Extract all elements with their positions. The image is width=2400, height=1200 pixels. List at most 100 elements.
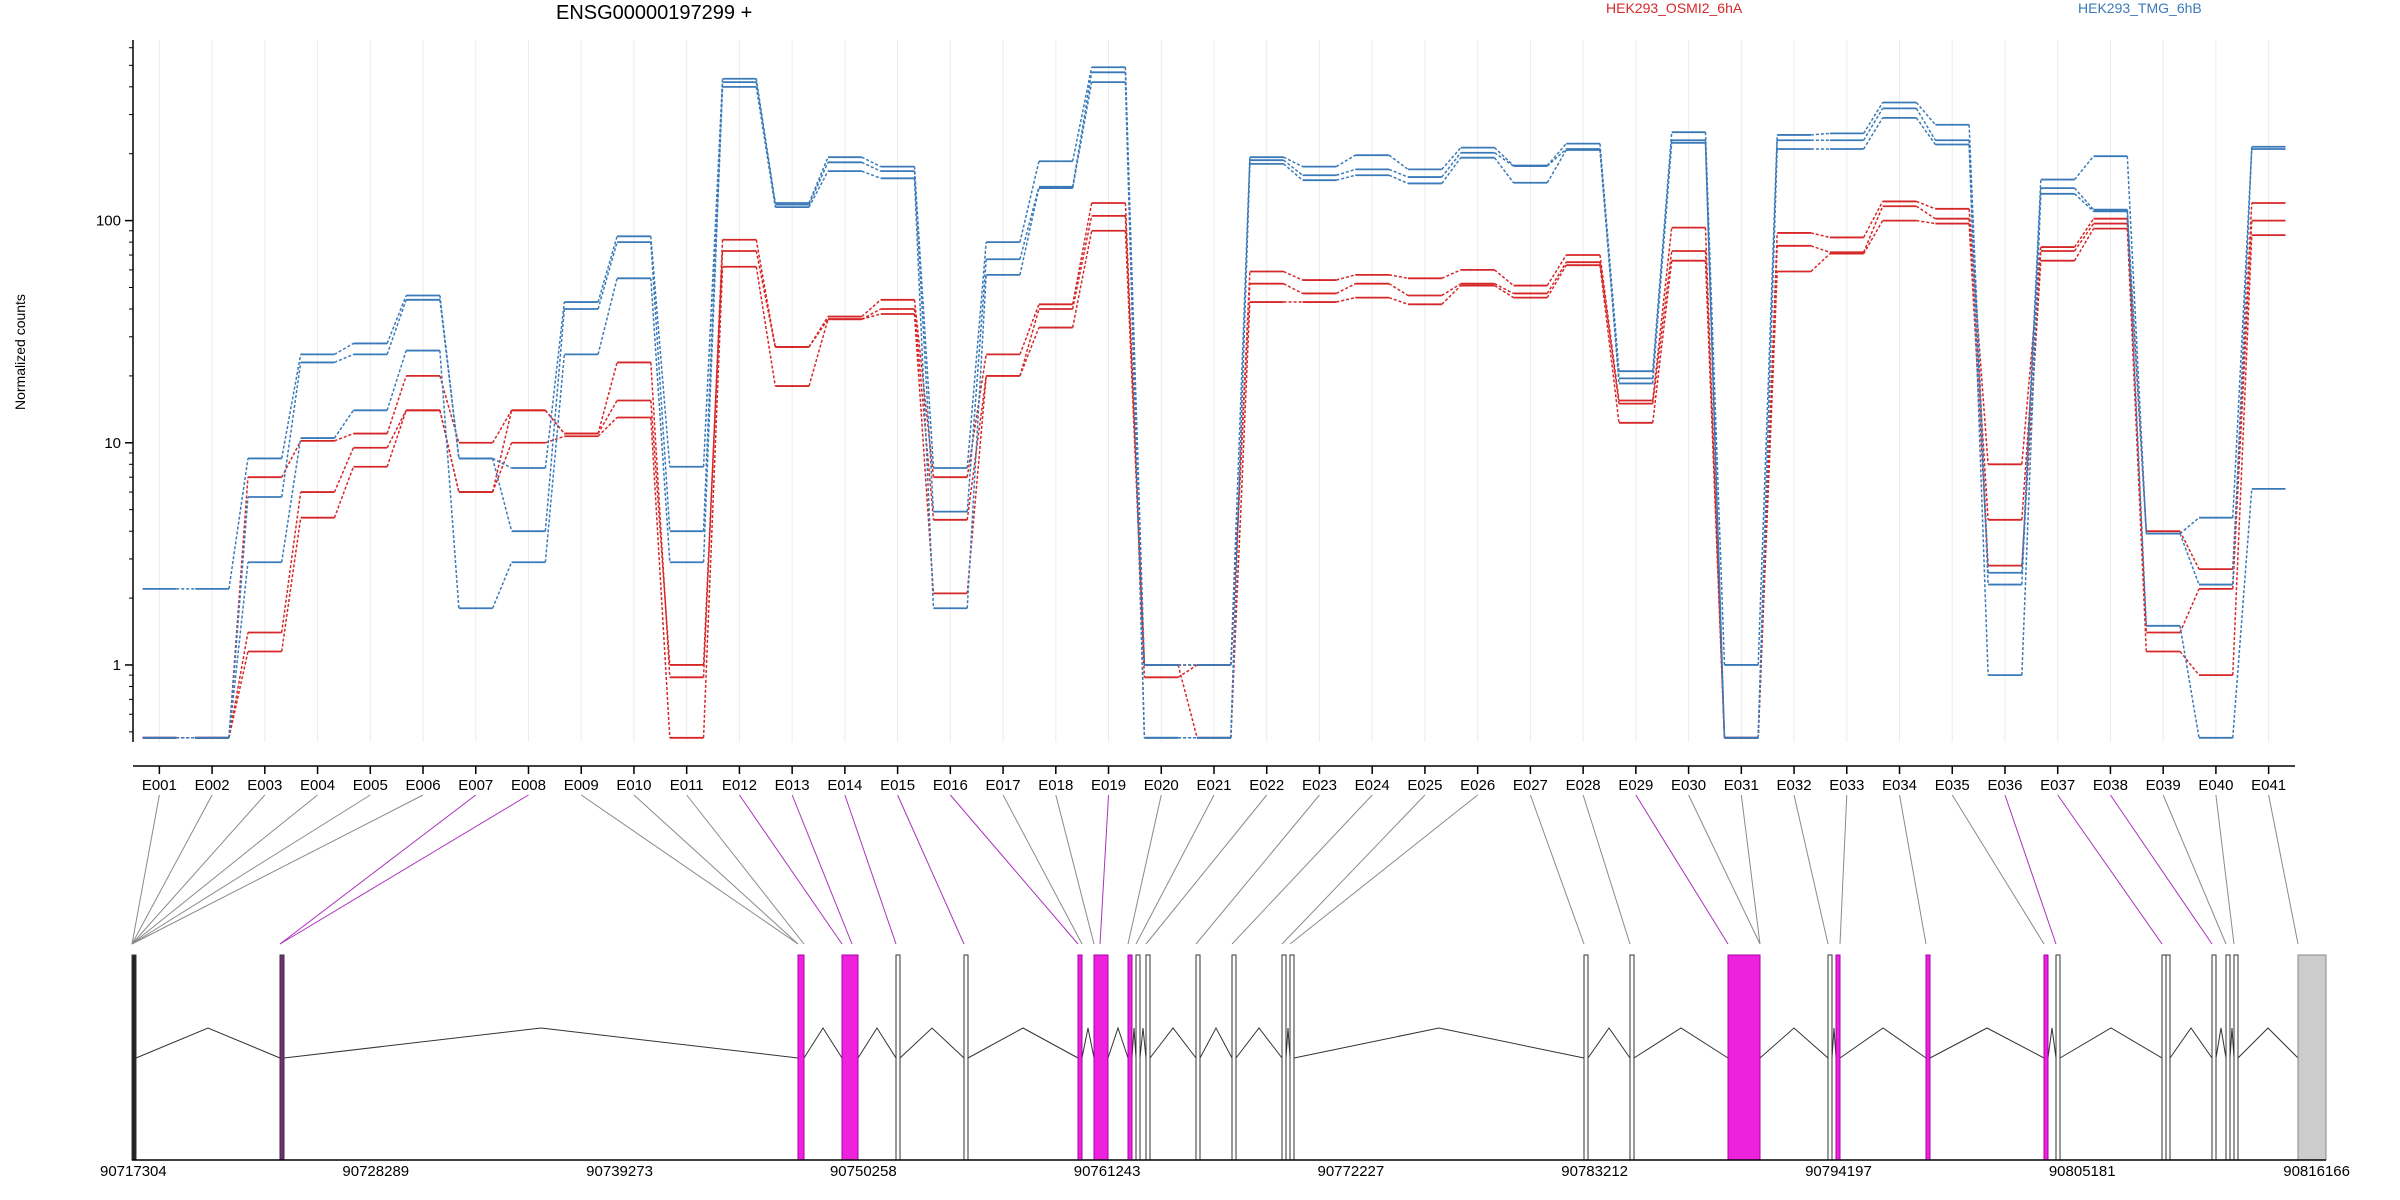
series-2-connector (280, 517, 302, 652)
series-5-connector (808, 170, 829, 208)
series-5-connector (1441, 157, 1462, 184)
series-4-connector (1283, 159, 1304, 176)
x-axis: E001 E002 E003 E004 E005 E006 E007 E008 E009 E010… (133, 765, 2295, 794)
connector-E015 (897, 794, 965, 945)
connector-E008 (279, 794, 529, 945)
exon-block (1289, 954, 1295, 1161)
series-2-connector (1071, 230, 1093, 328)
intron (1633, 1027, 1729, 1059)
series-3-connector (1388, 154, 1409, 171)
series-0-connector (966, 354, 987, 478)
series-5-connector (2074, 193, 2095, 212)
series-5-connector (1336, 174, 1356, 181)
series-0-connector (2179, 530, 2200, 570)
intron (135, 1027, 281, 1059)
series-3-connector (966, 242, 987, 469)
series-3-connector (1599, 143, 1620, 372)
series-1-connector (1494, 283, 1514, 295)
exon-block (895, 954, 901, 1161)
connector-E029 (1635, 794, 1729, 945)
series-5-connector (1757, 148, 1778, 738)
series-2-connector (808, 318, 829, 387)
series-1-connector (1177, 664, 1198, 678)
genomic-tick-label-90805181: 90805181 (2049, 1163, 2116, 1180)
connector-E037 (2057, 794, 2163, 945)
series-4-connector (1388, 168, 1409, 178)
connector-E034 (1899, 794, 1927, 945)
series-4-connector (1546, 148, 1567, 167)
series-4-connector (2074, 187, 2095, 211)
series-1-connector (1599, 262, 1620, 404)
series-0-connector (1810, 232, 1831, 239)
series-0-connector (386, 375, 407, 434)
series-0-connector (1916, 200, 1936, 210)
connector-E041 (2268, 794, 2299, 945)
series-3-connector (1704, 132, 1726, 665)
series-0-connector (1019, 304, 1040, 355)
intron (2237, 1027, 2299, 1059)
series-1-connector (2073, 223, 2095, 252)
series-0-connector (1494, 269, 1514, 287)
series-5-connector (702, 86, 724, 563)
connector-E025 (1281, 794, 1426, 945)
series-4-connector (861, 161, 882, 172)
series-5-connector (1230, 163, 1251, 738)
exon-block (841, 954, 859, 1161)
series-1-connector (1019, 308, 1040, 377)
series-5-connector (1863, 117, 1884, 150)
x-tick-label-E002: E002 (195, 777, 230, 794)
x-tick-label-E021: E021 (1196, 777, 1231, 794)
series-3-connector (334, 342, 354, 356)
exon-block (797, 954, 805, 1161)
intron (2059, 1027, 2163, 1059)
series-4-connector (597, 241, 618, 310)
series-0-connector (1283, 270, 1303, 281)
series-1-connector (2179, 588, 2200, 633)
x-tick-label-E001: E001 (142, 777, 177, 794)
exon-block (1827, 954, 1833, 1161)
series-4-connector (2126, 209, 2148, 534)
connector-E028 (1582, 794, 1631, 945)
series-5-connector (1071, 82, 1093, 189)
exon-block (2043, 954, 2049, 1161)
series-1 (142, 205, 2286, 739)
x-tick-label-E007: E007 (458, 777, 493, 794)
intron (283, 1027, 799, 1059)
connector-E017 (1002, 794, 1083, 945)
series-1-connector (755, 250, 777, 348)
series-5-connector (2126, 211, 2148, 626)
series-5-connector (228, 562, 249, 738)
series-3-connector (386, 295, 407, 344)
connector-E001 (131, 794, 160, 945)
series-3-connector (1757, 134, 1778, 665)
series-2-connector (1757, 271, 1778, 738)
series-2-connector (2126, 228, 2148, 652)
exon-block (1629, 954, 1635, 1161)
intron (1293, 1027, 1585, 1059)
series-2-connector (702, 266, 724, 738)
series-3-connector (808, 156, 829, 204)
y-tick-label-1: 1 (113, 657, 121, 674)
x-tick-label-E032: E032 (1777, 777, 1812, 794)
series-4-connector (650, 242, 671, 532)
series-4-connector (913, 171, 935, 512)
series-4-connector (808, 161, 829, 205)
series-4-connector (1968, 140, 1989, 585)
exon-block (1727, 954, 1761, 1161)
connector-E024 (1231, 794, 1373, 945)
intron (857, 1027, 897, 1059)
x-tick-label-E022: E022 (1249, 777, 1284, 794)
intron (1759, 1027, 1829, 1059)
exon-block (2211, 954, 2217, 1161)
x-tick-label-E005: E005 (353, 777, 388, 794)
genomic-tick-label-90750258: 90750258 (830, 1163, 897, 1180)
series-0-connector (861, 299, 882, 318)
intron (2215, 1027, 2227, 1059)
series-2-connector (1441, 285, 1462, 305)
series-1-connector (491, 410, 513, 493)
genomic-tick-label-90794197: 90794197 (1805, 1163, 1872, 1180)
series-2-connector (755, 266, 777, 387)
exon-block (2225, 954, 2231, 1161)
series-2-connector (1019, 327, 1040, 377)
x-tick-label-E031: E031 (1724, 777, 1759, 794)
